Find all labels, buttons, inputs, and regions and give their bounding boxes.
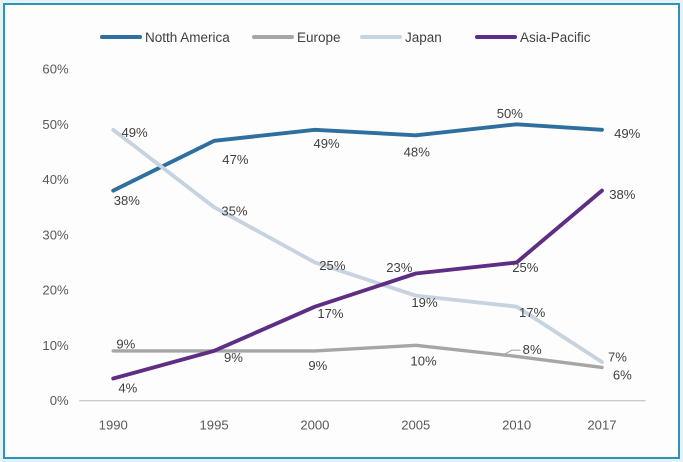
data-label: 49% bbox=[121, 125, 148, 140]
chart-frame: Notth America Europe Japan Asia-Pacific … bbox=[3, 3, 680, 459]
series-line-notth-america bbox=[111, 122, 604, 193]
x-axis-tick-label: 2017 bbox=[587, 417, 616, 432]
data-label: 35% bbox=[221, 204, 248, 219]
data-label: 48% bbox=[404, 144, 431, 159]
line-chart: 0% 10% 20% 30% 40% 50% 60% 1990 1995 2000 2005 2010… bbox=[42, 62, 646, 432]
data-label: 8% bbox=[523, 342, 542, 357]
data-label: 25% bbox=[512, 260, 539, 275]
data-label: 9% bbox=[116, 337, 135, 352]
data-label: 25% bbox=[319, 258, 346, 273]
legend-line-swatch-japan bbox=[360, 35, 402, 39]
legend-item-japan: Japan bbox=[360, 28, 442, 46]
data-label: 38% bbox=[609, 187, 636, 202]
x-axis-tick-label: 1995 bbox=[200, 417, 229, 432]
legend-line-swatch-north-america bbox=[100, 35, 142, 39]
legend-line-swatch-asia-pacific bbox=[475, 35, 517, 39]
legend-label-north-america: Notth America bbox=[145, 29, 230, 45]
legend-label-europe: Europe bbox=[297, 29, 341, 45]
data-label: 9% bbox=[308, 358, 327, 373]
data-label: 49% bbox=[313, 136, 340, 151]
data-label: 17% bbox=[519, 305, 546, 320]
x-axis-tick-label: 2010 bbox=[502, 417, 531, 432]
data-label: 38% bbox=[114, 193, 141, 208]
x-axis-tick-label: 2005 bbox=[401, 417, 430, 432]
y-axis-tick-label: 40% bbox=[42, 172, 69, 187]
legend-item-asia-pacific: Asia-Pacific bbox=[475, 28, 591, 46]
legend-label-japan: Japan bbox=[405, 29, 442, 45]
y-axis-tick-label: 20% bbox=[42, 283, 69, 298]
y-axis-tick-label: 50% bbox=[42, 117, 69, 132]
chart-legend: Notth America Europe Japan Asia-Pacific bbox=[5, 28, 678, 46]
x-axis-tick-label: 1990 bbox=[99, 417, 128, 432]
data-label: 49% bbox=[614, 126, 641, 141]
data-label: 10% bbox=[410, 353, 437, 368]
x-axis-tick-label: 2000 bbox=[300, 417, 329, 432]
legend-item-north-america: Notth America bbox=[100, 28, 230, 46]
series-line-japan bbox=[111, 127, 604, 364]
data-label: 47% bbox=[222, 152, 249, 167]
data-label: 17% bbox=[317, 306, 344, 321]
y-axis-tick-label: 30% bbox=[42, 227, 69, 242]
data-label: 7% bbox=[608, 350, 627, 365]
y-axis-tick-label: 10% bbox=[42, 338, 69, 353]
data-label: 9% bbox=[224, 350, 243, 365]
legend-item-europe: Europe bbox=[252, 28, 341, 46]
legend-label-asia-pacific: Asia-Pacific bbox=[520, 29, 591, 45]
data-label: 19% bbox=[411, 295, 438, 310]
y-axis-tick-label: 0% bbox=[50, 393, 69, 408]
data-label: 23% bbox=[386, 260, 413, 275]
y-axis-tick-label: 60% bbox=[42, 62, 69, 77]
data-label-leader-line bbox=[502, 349, 521, 356]
data-label: 4% bbox=[118, 381, 137, 396]
legend-line-swatch-europe bbox=[252, 35, 294, 39]
series-line-europe bbox=[111, 343, 604, 370]
data-label: 50% bbox=[497, 106, 524, 121]
series-line-asia-pacific bbox=[111, 188, 604, 381]
data-label: 6% bbox=[613, 368, 632, 383]
